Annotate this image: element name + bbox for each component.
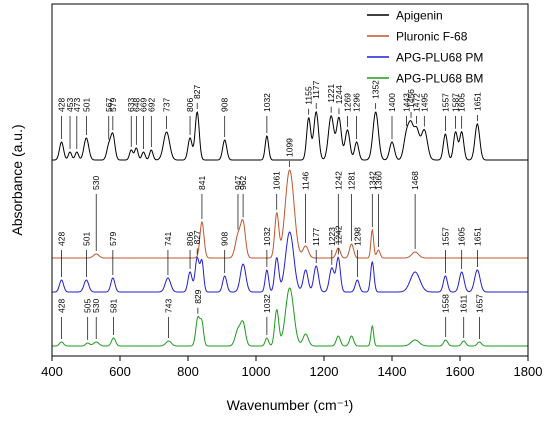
peak-label: 737 [162,98,172,112]
x-tick-label: 600 [109,364,131,379]
x-axis: 400 600 800 1000 1200 1400 1600 1800 [41,356,542,379]
peak-label: 505 [83,299,93,313]
peak-label: 829 [193,289,203,303]
peak-label: 1242 [333,171,343,190]
x-axis-label: Wavenumber (cm⁻¹) [227,397,354,413]
peak-label: 530 [91,176,101,190]
peak-label: 827 [192,230,202,244]
peak-label: 1342 [367,171,377,190]
peak-label: 1223 [327,227,337,246]
x-tick-label: 1600 [446,364,475,379]
plot-area [52,110,528,347]
peak-label: 908 [220,232,230,246]
peak-label: 1032 [262,93,272,112]
peak-label: 1651 [472,92,482,111]
peak-label: 827 [192,85,202,99]
peak-label: 453 [65,98,75,112]
peak-label: 579 [108,98,118,112]
peak-label: 806 [185,98,195,112]
legend: Apigenin Pluronic F-68 APG-PLU68 PM APG-PLU… [367,9,483,86]
legend-label: APG-PLU68 BM [396,72,483,86]
peak-label: 1061 [272,171,282,190]
peak-label: 743 [164,299,174,313]
peak-label: 1657 [474,294,484,313]
x-tick-label: 1000 [242,364,271,379]
peak-label: 428 [57,98,67,112]
peak-label: 1605 [457,93,467,112]
legend-label: APG-PLU68 PM [396,51,483,65]
peak-label: 1557 [440,93,450,112]
plot-frame [51,3,529,357]
peak-label: 1032 [262,227,272,246]
peak-label: 428 [57,299,67,313]
peak-label: 1360 [373,171,383,190]
peak-label: 1099 [285,138,295,157]
y-axis-label: Absorbance (a.u.) [9,124,25,235]
peak-label: 1146 [301,171,311,190]
peak-label: 1352 [371,80,381,99]
peak-label: 633 [126,98,136,112]
x-tick-label: 1400 [378,364,407,379]
peak-label: 579 [108,232,118,246]
peak-label: 501 [81,232,91,246]
peak-label: 1298 [352,227,362,246]
peak-label: 908 [220,98,230,112]
spectrum-line-4 [52,287,528,347]
peak-label: 1400 [387,93,397,112]
peak-label: 1495 [419,93,429,112]
peak-label: 1177 [311,80,321,99]
peak-label: 1155 [304,86,314,105]
spectrum-line-3 [52,231,528,293]
peak-label: 1472 [412,93,422,112]
peak-label: 1443 [402,93,412,112]
x-tick-label: 1200 [310,364,339,379]
peak-label: 501 [81,98,91,112]
spectrum-line-1 [52,110,528,161]
peak-label: 1468 [410,171,420,190]
peak-label: 1651 [472,227,482,246]
peak-label: 669 [139,98,149,112]
x-tick-label: 400 [41,364,63,379]
legend-label: Pluronic F-68 [396,30,468,44]
peak-label: 1558 [441,294,451,313]
peak-label: 947 [233,176,243,190]
peak-label: 1587 [451,93,461,112]
peak-label: 530 [91,299,101,313]
peak-label: 1611 [459,294,469,313]
x-tick-label: 800 [177,364,199,379]
spectrum-line-2 [52,169,528,259]
peak-label: 1244 [334,85,344,104]
peak-label: 692 [146,98,156,112]
peak-label: 1221 [326,84,336,103]
peak-label: 806 [185,232,195,246]
peak-label: 1177 [311,227,321,246]
peak-label: 581 [109,299,119,313]
x-tick-label: 1800 [514,364,543,379]
peak-label: 567 [104,98,114,112]
peak-label: 1557 [440,227,450,246]
peak-label: 962 [238,176,248,190]
peak-label: 741 [163,232,173,246]
peak-label: 1269 [343,93,353,112]
peak-label: 428 [57,232,67,246]
peak-label: 1456 [406,89,416,108]
peak-label: 1281 [347,171,357,190]
peak-label: 1296 [352,93,362,112]
peak-label: 1032 [262,294,272,313]
peak-label: 648 [131,98,141,112]
peak-label: 1242 [333,225,343,244]
peak-label: 473 [72,98,82,112]
legend-label: Apigenin [396,9,443,23]
peak-label: 1605 [457,227,467,246]
peak-label: 841 [197,176,207,190]
